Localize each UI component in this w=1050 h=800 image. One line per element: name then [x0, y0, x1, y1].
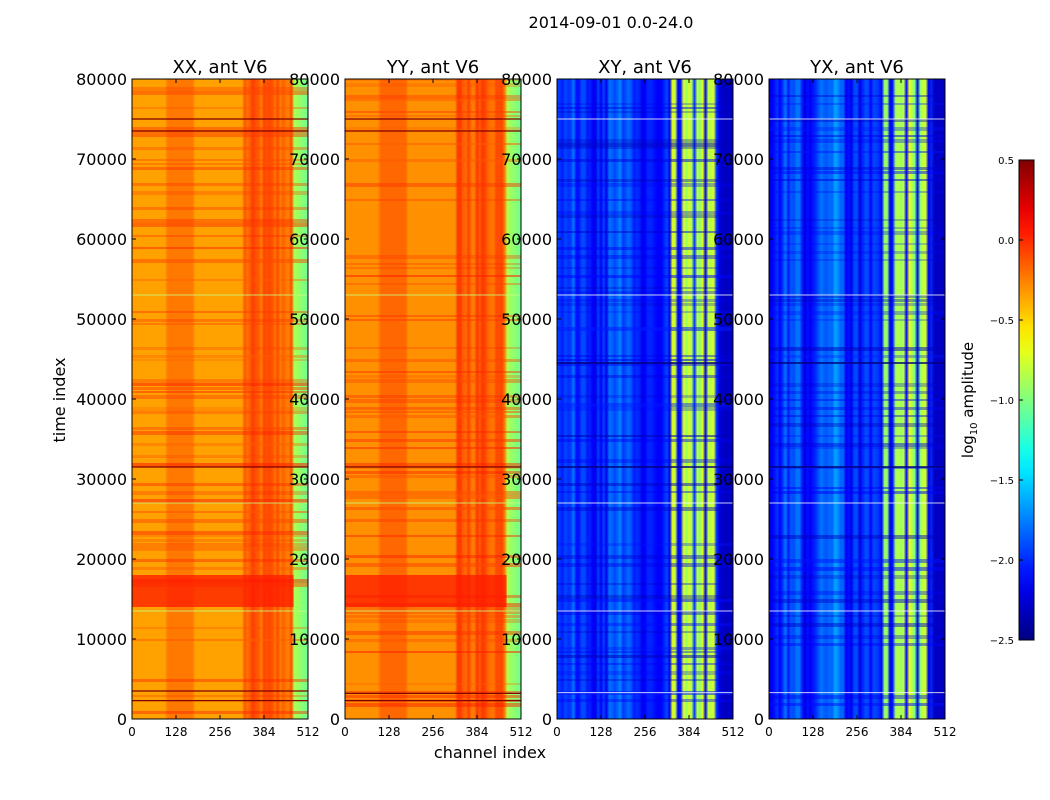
x-tick-label: 256 [634, 725, 657, 739]
y-tick-label: 0 [117, 710, 127, 729]
x-tick-label: 384 [890, 725, 913, 739]
y-tick-label: 30000 [713, 470, 764, 489]
x-tick-label: 384 [253, 725, 276, 739]
panel-title-2: XY, ant V6 [598, 57, 692, 78]
hot-time-band-1 [345, 575, 507, 607]
colorbar-tick-label: −1.0 [990, 396, 1014, 407]
x-tick-label: 384 [466, 725, 489, 739]
x-tick-label: 512 [934, 725, 957, 739]
heatmap-panels: XX, ant V6 0 128 256 384 512 0 10000 20000 30000 4… [76, 57, 956, 739]
panel-title-0: XX, ant V6 [172, 57, 267, 78]
heatmap-texture-3 [769, 95, 945, 706]
x-tick-label: 0 [341, 725, 349, 739]
panel-title-3: YX, ant V6 [809, 57, 904, 78]
x-tick-label: 0 [765, 725, 773, 739]
x-tick-label: 256 [846, 725, 869, 739]
panel-0: XX, ant V6 0 128 256 384 512 0 10000 20000 30000 4… [76, 57, 319, 739]
heatmap-texture-2 [557, 103, 733, 702]
colorbar-tick-label: −2.5 [990, 636, 1014, 647]
suptitle: 2014-09-01 0.0-24.0 [529, 13, 694, 32]
x-tick-label: 384 [678, 725, 701, 739]
x-tick-label: 256 [422, 725, 445, 739]
y-axis-label: time index [50, 357, 69, 442]
y-tick-label: 40000 [713, 390, 764, 409]
y-tick-label: 50000 [289, 310, 340, 329]
y-tick-label: 70000 [713, 150, 764, 169]
x-tick-label: 512 [722, 725, 745, 739]
x-tick-label: 0 [553, 725, 561, 739]
y-tick-label: 0 [542, 710, 552, 729]
y-tick-label: 70000 [76, 150, 127, 169]
y-tick-label: 40000 [289, 390, 340, 409]
y-tick-label: 0 [330, 710, 340, 729]
heatmap-image-0 [132, 79, 308, 719]
y-tick-label: 30000 [76, 470, 127, 489]
y-tick-label: 80000 [713, 70, 764, 89]
y-tick-label: 80000 [501, 70, 552, 89]
y-tick-label: 70000 [501, 150, 552, 169]
colorbar-tick-label: 0.5 [998, 156, 1014, 167]
y-tick-label: 80000 [76, 70, 127, 89]
y-tick-label: 10000 [501, 630, 552, 649]
panel-3: YX, ant V6 0 128 256 384 512 0 10000 20000 30000 4… [713, 57, 956, 739]
x-tick-label: 512 [297, 725, 320, 739]
y-tick-label: 40000 [76, 390, 127, 409]
y-tick-label: 60000 [713, 230, 764, 249]
y-tick-label: 80000 [289, 70, 340, 89]
heatmap-image-1 [345, 79, 521, 719]
y-tick-label: 20000 [76, 550, 127, 569]
y-tick-label: 50000 [76, 310, 127, 329]
y-tick-label: 40000 [501, 390, 552, 409]
y-tick-label: 50000 [713, 310, 764, 329]
x-tick-label: 0 [128, 725, 136, 739]
y-tick-label: 10000 [76, 630, 127, 649]
heatmap-image-2 [557, 79, 733, 719]
y-tick-label: 70000 [289, 150, 340, 169]
y-tick-label: 30000 [289, 470, 340, 489]
y-tick-label: 30000 [501, 470, 552, 489]
y-tick-label: 10000 [289, 630, 340, 649]
y-tick-label: 60000 [76, 230, 127, 249]
y-tick-label: 20000 [289, 550, 340, 569]
panel-1: YY, ant V6 0 128 256 384 512 0 10000 20000 30000 4… [289, 57, 532, 739]
y-tick-label: 60000 [501, 230, 552, 249]
heatmap-texture-0 [132, 87, 308, 714]
y-tick-label: 0 [754, 710, 764, 729]
colorbar-tick-label: −0.5 [990, 316, 1014, 327]
colorbar-tick-label: −2.0 [990, 556, 1014, 567]
x-tick-label: 256 [209, 725, 232, 739]
colorbar-label: log10 amplitude [959, 342, 980, 458]
x-tick-label: 128 [378, 725, 401, 739]
y-tick-label: 20000 [713, 550, 764, 569]
x-tick-label: 128 [590, 725, 613, 739]
y-tick-label: 60000 [289, 230, 340, 249]
panel-2: XY, ant V6 0 128 256 384 512 0 10000 20000 30000 4… [501, 57, 744, 739]
colorbar-tick-label: 0.0 [998, 236, 1014, 247]
x-tick-label: 128 [802, 725, 825, 739]
heatmap-image-3 [769, 79, 945, 719]
colorbar-tick-label: −1.5 [990, 476, 1014, 487]
x-axis-label: channel index [434, 743, 546, 762]
panel-title-1: YY, ant V6 [386, 57, 479, 78]
x-tick-label: 512 [510, 725, 533, 739]
y-tick-label: 50000 [501, 310, 552, 329]
y-tick-label: 20000 [501, 550, 552, 569]
y-tick-label: 10000 [713, 630, 764, 649]
heatmap-texture-1 [345, 79, 521, 707]
colorbar: 0.5 0.0 −0.5 −1.0 −1.5 −2.0 −2.5 log10 amplitud… [959, 156, 1035, 647]
x-tick-label: 128 [165, 725, 188, 739]
hot-time-band-0 [132, 575, 294, 607]
